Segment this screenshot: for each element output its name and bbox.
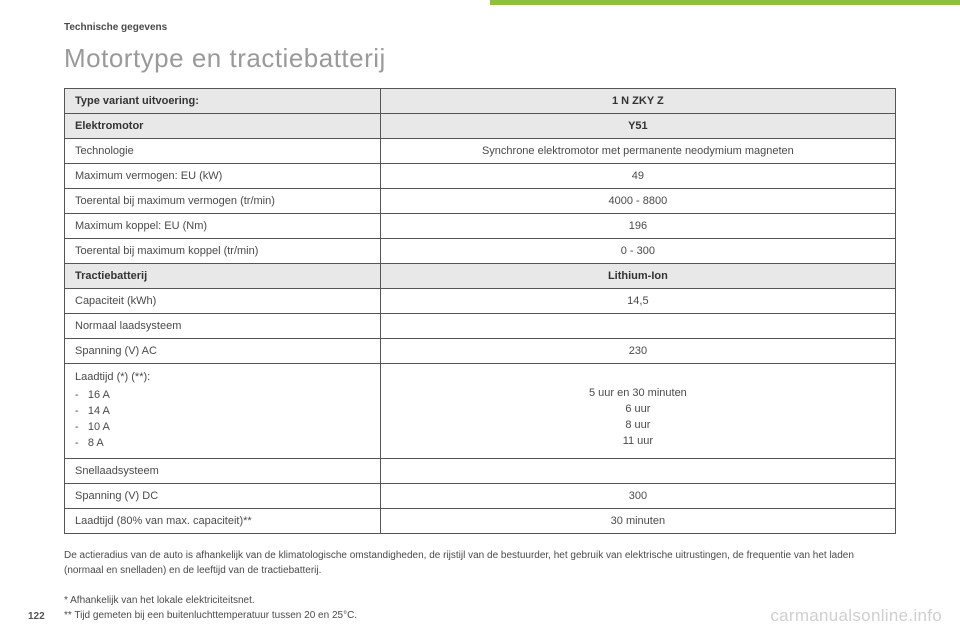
header-accent-bar — [0, 0, 960, 6]
spec-value: 0 - 300 — [380, 239, 895, 264]
page-content: Technische gegevens Motortype en tractie… — [0, 0, 960, 623]
header-cell: Type variant uitvoering: — [65, 89, 381, 114]
spec-label: Maximum koppel: EU (Nm) — [65, 214, 381, 239]
table-row: Capaciteit (kWh) 14,5 — [65, 289, 896, 314]
spec-value — [380, 314, 895, 339]
spec-value: 4000 - 8800 — [380, 189, 895, 214]
page-title: Motortype en tractiebatterij — [64, 43, 896, 74]
charge-time-value: 8 uur — [391, 418, 885, 434]
subheader-cell: Lithium-Ion — [380, 264, 895, 289]
subheader-cell: Elektromotor — [65, 114, 381, 139]
spec-label: Toerental bij maximum vermogen (tr/min) — [65, 189, 381, 214]
spec-value: 30 minuten — [380, 508, 895, 533]
charge-time-value: 11 uur — [391, 434, 885, 450]
table-row: Spanning (V) DC 300 — [65, 483, 896, 508]
list-item: 10 A — [75, 420, 370, 436]
spec-label: Spanning (V) DC — [65, 483, 381, 508]
table-row: Toerental bij maximum vermogen (tr/min) … — [65, 189, 896, 214]
spec-label: Laadtijd (*) (**): 16 A 14 A 10 A 8 A — [65, 364, 381, 459]
page-number: 122 — [28, 611, 45, 622]
spec-value: 5 uur en 30 minuten 6 uur 8 uur 11 uur — [380, 364, 895, 459]
table-row: Laadtijd (80% van max. capaciteit)** 30 … — [65, 508, 896, 533]
table-row: Spanning (V) AC 230 — [65, 339, 896, 364]
table-row: Maximum vermogen: EU (kW) 49 — [65, 164, 896, 189]
spec-value: 230 — [380, 339, 895, 364]
watermark: carmanualsonline.info — [770, 606, 942, 626]
table-row: Tractiebatterij Lithium-Ion — [65, 264, 896, 289]
list-item: 8 A — [75, 436, 370, 452]
spec-label: Normaal laadsysteem — [65, 314, 381, 339]
spec-value: Synchrone elektromotor met permanente ne… — [380, 139, 895, 164]
table-row: Snellaadsysteem — [65, 458, 896, 483]
spec-value: 300 — [380, 483, 895, 508]
spec-value: 49 — [380, 164, 895, 189]
footnote-text: De actieradius van de auto is afhankelij… — [64, 548, 896, 578]
table-row: Type variant uitvoering: 1 N ZKY Z — [65, 89, 896, 114]
spec-value: 196 — [380, 214, 895, 239]
subheader-cell: Tractiebatterij — [65, 264, 381, 289]
charge-amp-list: 16 A 14 A 10 A 8 A — [75, 388, 370, 452]
spec-label: Spanning (V) AC — [65, 339, 381, 364]
spec-value: 14,5 — [380, 289, 895, 314]
list-item: 14 A — [75, 404, 370, 420]
charge-time-label: Laadtijd (*) (**): — [75, 371, 150, 383]
spec-table: Type variant uitvoering: 1 N ZKY Z Elekt… — [64, 88, 896, 534]
charge-time-value: 6 uur — [391, 402, 885, 418]
table-row: Elektromotor Y51 — [65, 114, 896, 139]
spec-value — [380, 458, 895, 483]
table-row: Toerental bij maximum koppel (tr/min) 0 … — [65, 239, 896, 264]
spec-label: Technologie — [65, 139, 381, 164]
header-cell: 1 N ZKY Z — [380, 89, 895, 114]
table-row: Normaal laadsysteem — [65, 314, 896, 339]
spec-label: Toerental bij maximum koppel (tr/min) — [65, 239, 381, 264]
spec-label: Capaciteit (kWh) — [65, 289, 381, 314]
spec-label: Maximum vermogen: EU (kW) — [65, 164, 381, 189]
table-row: Laadtijd (*) (**): 16 A 14 A 10 A 8 A 5 … — [65, 364, 896, 459]
subheader-cell: Y51 — [380, 114, 895, 139]
section-label: Technische gegevens — [64, 22, 896, 33]
spec-label: Snellaadsysteem — [65, 458, 381, 483]
spec-label: Laadtijd (80% van max. capaciteit)** — [65, 508, 381, 533]
list-item: 16 A — [75, 388, 370, 404]
charge-time-value: 5 uur en 30 minuten — [391, 386, 885, 402]
table-row: Technologie Synchrone elektromotor met p… — [65, 139, 896, 164]
table-row: Maximum koppel: EU (Nm) 196 — [65, 214, 896, 239]
